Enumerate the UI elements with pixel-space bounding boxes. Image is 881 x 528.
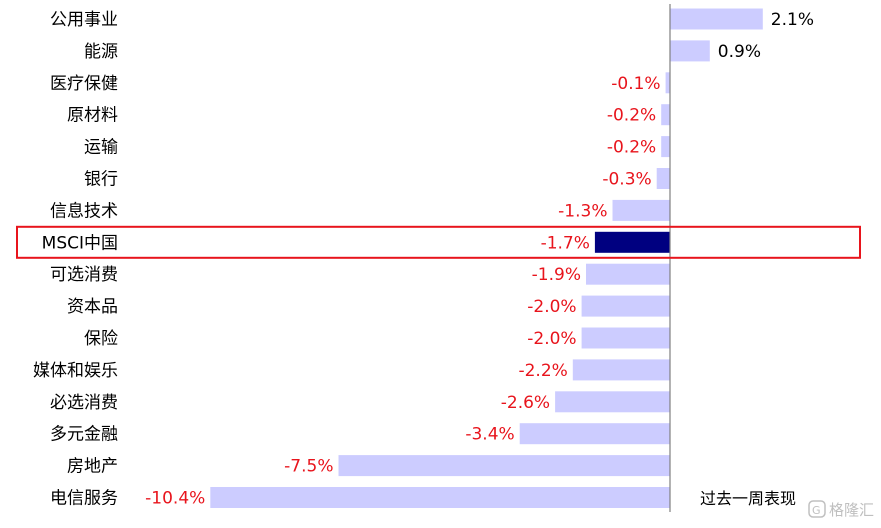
logo-icon: G bbox=[808, 500, 826, 518]
value-label: -0.2% bbox=[607, 106, 656, 126]
bar-11 bbox=[572, 359, 670, 381]
bar-9 bbox=[581, 295, 670, 317]
category-label: 多元金融 bbox=[50, 425, 118, 445]
value-label: -3.4% bbox=[465, 425, 514, 445]
bar-7 bbox=[594, 231, 670, 253]
bar-10 bbox=[581, 327, 670, 349]
highlight-box bbox=[16, 225, 861, 259]
value-label: -1.9% bbox=[532, 265, 581, 285]
category-label: 银行 bbox=[84, 170, 118, 190]
category-label: 能源 bbox=[84, 42, 118, 62]
category-label: 保险 bbox=[84, 329, 118, 349]
value-label: -1.3% bbox=[558, 201, 607, 221]
series-label: 过去一周表现 bbox=[700, 489, 796, 508]
bar-15 bbox=[210, 487, 671, 508]
bar-12 bbox=[555, 391, 670, 413]
bar-14 bbox=[338, 455, 670, 477]
value-label: -0.2% bbox=[607, 138, 656, 158]
bars-layer bbox=[210, 8, 763, 508]
category-label: 资本品 bbox=[67, 297, 118, 317]
category-label: 电信服务 bbox=[50, 489, 118, 509]
value-label: -1.7% bbox=[541, 233, 590, 253]
category-label: MSCI中国 bbox=[42, 233, 118, 253]
bar-0 bbox=[670, 8, 763, 30]
category-label: 媒体和娱乐 bbox=[33, 361, 118, 381]
value-label: 2.1% bbox=[771, 10, 814, 30]
value-label: -0.1% bbox=[611, 74, 660, 94]
labels-layer: 公用事业 2.1% 能源 0.9% 医疗保健 -0.1% 原材料 -0.2% 运输 -0.2% 银行… bbox=[33, 10, 814, 509]
value-label: -10.4% bbox=[145, 489, 205, 509]
value-label: -2.6% bbox=[501, 393, 550, 413]
category-label: 信息技术 bbox=[50, 201, 118, 221]
bar-2 bbox=[665, 72, 670, 94]
category-label: 必选消费 bbox=[50, 393, 118, 413]
bar-5 bbox=[656, 168, 670, 189]
bar-13 bbox=[519, 423, 670, 445]
category-label: 医疗保健 bbox=[50, 74, 118, 94]
value-label: -2.0% bbox=[527, 297, 576, 317]
svg-text:G: G bbox=[812, 504, 821, 517]
bar-8 bbox=[586, 263, 670, 285]
bar-6 bbox=[612, 199, 670, 221]
value-label: -2.0% bbox=[527, 329, 576, 349]
value-label: 0.9% bbox=[718, 42, 761, 62]
category-label: 可选消费 bbox=[50, 265, 118, 285]
category-label: 原材料 bbox=[67, 106, 118, 126]
watermark: G 格隆汇 bbox=[808, 500, 874, 519]
category-label: 房地产 bbox=[67, 457, 118, 477]
value-label: -0.3% bbox=[602, 170, 651, 190]
value-label: -2.2% bbox=[518, 361, 567, 381]
value-label: -7.5% bbox=[284, 457, 333, 477]
bar-3 bbox=[661, 104, 670, 126]
bar-4 bbox=[661, 136, 670, 158]
category-label: 运输 bbox=[84, 138, 118, 158]
watermark-text: 格隆汇 bbox=[829, 501, 874, 519]
category-label: 公用事业 bbox=[50, 10, 118, 30]
bar-1 bbox=[670, 40, 710, 62]
